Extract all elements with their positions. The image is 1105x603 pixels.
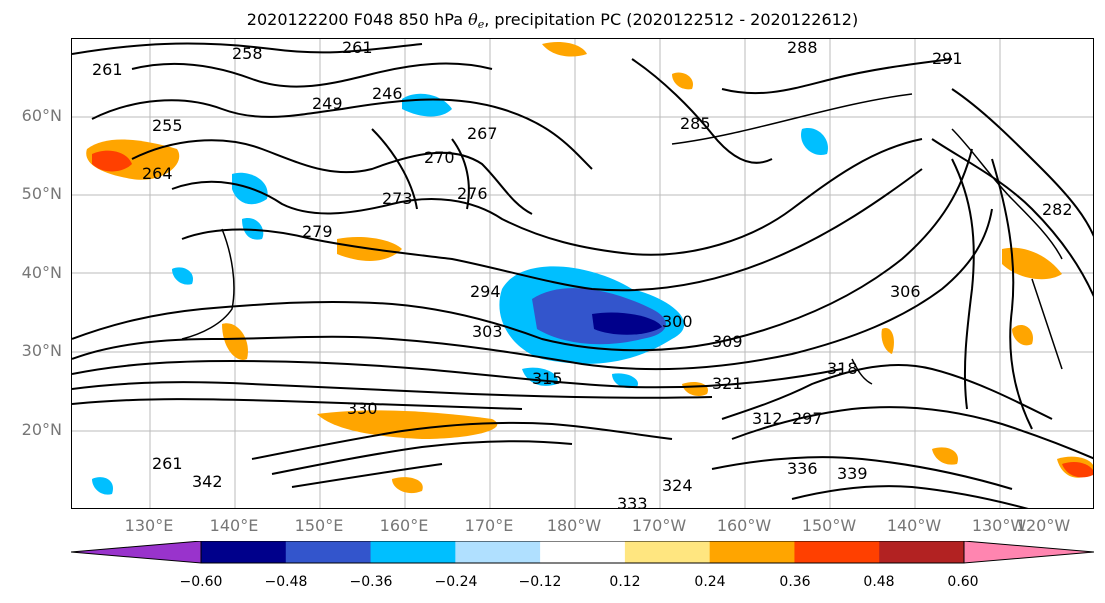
precip-shading	[86, 42, 1093, 495]
colorbar-tick-label: 0.60	[947, 574, 979, 590]
contour-label: 297	[792, 409, 823, 428]
lat-label: 30°N	[21, 341, 62, 360]
contour-label: 285	[680, 114, 711, 133]
contour-label: 264	[142, 164, 173, 183]
contour-label: 312	[752, 409, 783, 428]
contour-label: 321	[712, 374, 743, 393]
lon-label: 170°E	[464, 516, 514, 535]
contour-label: 258	[232, 44, 263, 63]
contour-label: 330	[347, 399, 378, 418]
contour-label: 267	[467, 124, 498, 143]
lat-label: 60°N	[21, 106, 62, 125]
colorbar-tick-label: −0.36	[349, 574, 393, 590]
lon-label: 120°W	[1015, 516, 1071, 535]
colorbar-extend-triangle	[71, 541, 201, 563]
title-theta-symbol: θ	[468, 10, 478, 29]
lon-label: 160°W	[716, 516, 772, 535]
contour-label: 261	[92, 60, 123, 79]
map-title: 2020122200 F048 850 hPa θe, precipitatio…	[0, 10, 1105, 31]
colorbar-extend-triangle	[964, 541, 1094, 563]
contour-label: 324	[662, 476, 693, 495]
contour-label: 270	[424, 148, 455, 167]
colorbar-segment	[455, 541, 541, 563]
colorbar-segment	[540, 541, 626, 563]
lon-label: 180°W	[546, 516, 602, 535]
colorbar-tick-label: 0.24	[694, 574, 726, 590]
contour-label: 261	[342, 39, 373, 57]
lat-label: 20°N	[21, 420, 62, 439]
title-theta-subscript: e	[477, 18, 485, 31]
lat-label: 50°N	[21, 184, 62, 203]
contour-label: 282	[1042, 200, 1073, 219]
contour-label: 306	[890, 282, 921, 301]
colorbar-tick-label: −0.12	[518, 574, 562, 590]
colorbar-tick-label: 0.12	[609, 574, 641, 590]
colorbar-segments	[71, 541, 1094, 563]
lon-label: 170°W	[631, 516, 687, 535]
contour-label: 288	[787, 39, 818, 57]
colorbar-segment	[201, 541, 287, 563]
contour-label: 273	[382, 189, 413, 208]
colorbar-tick-label: −0.60	[179, 574, 223, 590]
colorbar-segment	[285, 541, 372, 563]
contour-label: 261	[152, 454, 183, 473]
colorbar-tick-label: 0.36	[779, 574, 811, 590]
map-canvas: 261 258 261 255 249 264 246 270 273 276 …	[72, 39, 1093, 509]
contour-label-layer: 261 258 261 255 249 264 246 270 273 276 …	[92, 39, 1073, 509]
colorbar-segment	[624, 541, 711, 563]
contour-label: 309	[712, 332, 743, 351]
contour-label: 279	[302, 222, 333, 241]
contour-label: 300	[662, 312, 693, 331]
colorbar-outline	[200, 541, 965, 564]
contour-label: 336	[787, 459, 818, 478]
map-panel[interactable]: 261 258 261 255 249 264 246 270 273 276 …	[71, 38, 1094, 509]
colorbar	[71, 541, 1094, 564]
contour-label: 246	[372, 84, 403, 103]
contour-label: 255	[152, 116, 183, 135]
contour-label: 342	[192, 472, 223, 491]
colorbar-segment	[709, 541, 795, 563]
lon-label: 140°E	[209, 516, 259, 535]
contour-label: 303	[472, 322, 503, 341]
lon-label: 150°W	[801, 516, 857, 535]
colorbar-segment	[370, 541, 456, 563]
contour-label: 291	[932, 49, 963, 68]
contour-label: 249	[312, 94, 343, 113]
coastlines	[181, 93, 1063, 385]
colorbar-segment	[879, 541, 965, 563]
title-prefix: 2020122200 F048 850 hPa	[246, 10, 469, 29]
theta-e-contours	[72, 42, 1093, 508]
graticule	[72, 39, 1093, 508]
title-suffix: , precipitation PC (2020122512 - 2020122…	[484, 10, 859, 29]
contour-label: 339	[837, 464, 868, 483]
contour-label: 318	[827, 359, 858, 378]
contour-label: 333	[617, 494, 648, 509]
lon-label: 130°W	[971, 516, 1027, 535]
contour-label: 294	[470, 282, 501, 301]
lon-label: 140°W	[886, 516, 942, 535]
lon-label: 160°E	[379, 516, 429, 535]
lon-label: 130°E	[124, 516, 174, 535]
contour-label: 276	[457, 184, 488, 203]
colorbar-tick-label: −0.24	[434, 574, 478, 590]
lat-label: 40°N	[21, 263, 62, 282]
lon-label: 150°E	[294, 516, 344, 535]
contour-label: 315	[532, 369, 563, 388]
colorbar-tick-label: −0.48	[264, 574, 308, 590]
colorbar-segment	[794, 541, 880, 563]
colorbar-tick-label: 0.48	[863, 574, 895, 590]
